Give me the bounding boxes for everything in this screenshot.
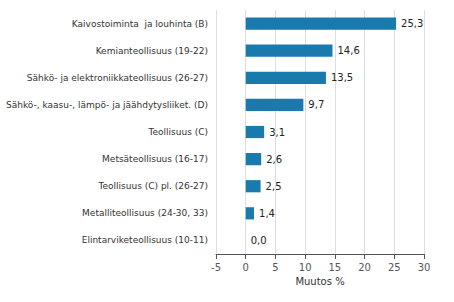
svg-text:10: 10 xyxy=(299,262,312,273)
svg-text:13,5: 13,5 xyxy=(331,72,353,83)
svg-text:Metalliteollisuus (24-30, 33): Metalliteollisuus (24-30, 33) xyxy=(82,208,208,218)
svg-text:25: 25 xyxy=(388,262,401,273)
svg-text:9,7: 9,7 xyxy=(308,99,324,110)
svg-text:Teollisuus (C) pl. (26-27): Teollisuus (C) pl. (26-27) xyxy=(98,181,208,191)
svg-text:14,6: 14,6 xyxy=(337,45,359,56)
svg-text:20: 20 xyxy=(358,262,371,273)
svg-text:0: 0 xyxy=(243,262,249,273)
svg-text:3,1: 3,1 xyxy=(269,127,285,138)
svg-text:Elintarviketeollisuus (10-11): Elintarviketeollisuus (10-11) xyxy=(82,235,208,245)
svg-text:Sähkö-, kaasu-, lämpö- ja jääh: Sähkö-, kaasu-, lämpö- ja jäähdytysliike… xyxy=(6,100,208,110)
svg-text:25,3: 25,3 xyxy=(401,18,423,29)
svg-text:5: 5 xyxy=(272,262,278,273)
svg-text:30: 30 xyxy=(418,262,431,273)
svg-text:1,4: 1,4 xyxy=(259,208,275,219)
svg-text:2,6: 2,6 xyxy=(266,154,282,165)
svg-text:2,5: 2,5 xyxy=(266,181,282,192)
svg-text:0,0: 0,0 xyxy=(251,235,267,246)
svg-text:Muutos %: Muutos % xyxy=(295,276,344,287)
svg-text:Sähkö- ja elektroniikkateollis: Sähkö- ja elektroniikkateollisuus (26-27… xyxy=(27,73,208,83)
svg-text:Metsäteollisuus (16-17): Metsäteollisuus (16-17) xyxy=(102,154,208,164)
svg-text:-5: -5 xyxy=(211,262,221,273)
svg-text:Kaivostoiminta ja louhinta (B: Kaivostoiminta ja louhinta (B) xyxy=(72,19,208,29)
svg-text:Kemianteollisuus (19-22): Kemianteollisuus (19-22) xyxy=(96,46,208,56)
svg-text:15: 15 xyxy=(328,262,341,273)
svg-text:Teollisuus (C): Teollisuus (C) xyxy=(148,127,208,137)
